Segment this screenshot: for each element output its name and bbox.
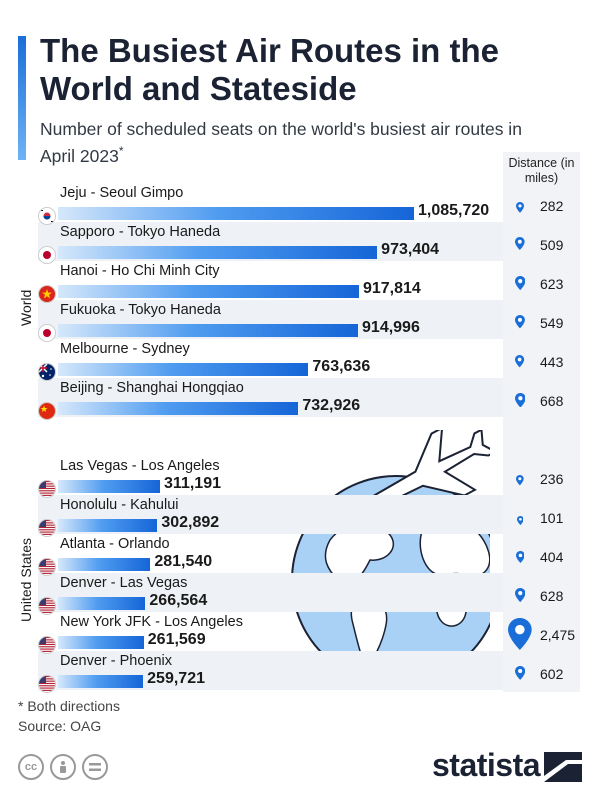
value-label: 763,636 [312, 358, 371, 375]
route-label: Sapporo - Tokyo Haneda [60, 224, 221, 240]
distance-value: 2,475 [540, 627, 576, 643]
distance-value: 236 [540, 471, 564, 487]
value-label: 259,721 [147, 670, 205, 687]
distance-value: 628 [540, 588, 564, 604]
route-label: Beijing - Shanghai Hongqiao [60, 380, 244, 396]
page-title: The Busiest Air Routes in the World and … [40, 32, 500, 107]
chart-row: Hanoi - Ho Chi Minh City 917,814 623 [0, 263, 600, 303]
chart-row: Denver - Las Vegas 266,564 628 [0, 575, 600, 615]
map-pin-icon [514, 666, 526, 685]
distance-value: 602 [540, 666, 564, 682]
map-pin-icon [515, 200, 524, 218]
bar [58, 285, 359, 298]
bar [58, 636, 144, 649]
chart-row: Beijing - Shanghai Hongqiao 732,926 668 [0, 380, 600, 420]
map-pin-icon [515, 315, 525, 333]
route-label: Fukuoka - Tokyo Haneda [60, 302, 221, 318]
japan-flag-icon [38, 324, 56, 342]
value-label: 917,814 [362, 280, 421, 297]
chart-row: Atlanta - Orlando 281,540 404 [0, 536, 600, 576]
route-label: New York JFK - Los Angeles [60, 614, 243, 630]
route-label: Denver - Phoenix [60, 653, 173, 669]
chart-row: Fukuoka - Tokyo Haneda 914,996 549 [0, 302, 600, 342]
page-subtitle: Number of scheduled seats on the world's… [40, 118, 560, 167]
statista-logo-icon [544, 752, 582, 782]
bar [58, 558, 151, 571]
usa-flag-icon [38, 636, 56, 654]
distance-value: 443 [540, 354, 564, 370]
map-pin-icon [508, 618, 532, 655]
chart-row: Honolulu - Kahului 302,892 101 [0, 497, 600, 537]
statista-logo[interactable]: statista [432, 747, 541, 783]
chart-row: Melbourne - Sydney 763,636 443 [0, 341, 600, 381]
route-label: Atlanta - Orlando [60, 536, 170, 552]
value-label: 973,404 [381, 241, 440, 258]
japan-flag-icon [38, 246, 56, 264]
title-accent-bar [18, 36, 26, 160]
distance-value: 101 [540, 510, 564, 526]
vietnam-flag-icon [38, 285, 56, 303]
map-pin-icon [514, 275, 526, 295]
bar [58, 324, 359, 337]
cc-icon[interactable]: cc [18, 754, 44, 780]
map-pin-icon [516, 512, 524, 530]
value-label: 1,085,720 [418, 202, 490, 219]
distance-value: 668 [540, 393, 564, 409]
bar [58, 597, 146, 610]
distance-header: Distance (in miles) [508, 156, 575, 185]
route-label: Honolulu - Kahului [60, 497, 179, 513]
china-flag-icon [38, 402, 56, 420]
subtitle-footnote-mark: * [118, 144, 124, 158]
australia-flag-icon [38, 363, 56, 381]
value-label: 261,569 [147, 631, 206, 648]
bar [58, 402, 299, 415]
route-label: Melbourne - Sydney [60, 341, 190, 357]
license-icons: cc [18, 754, 108, 780]
map-pin-icon [516, 473, 524, 491]
source-text: Source: OAG [18, 718, 102, 734]
bar [58, 246, 378, 259]
bar [58, 675, 144, 688]
usa-flag-icon [38, 519, 56, 537]
no-derivatives-icon[interactable] [82, 754, 108, 780]
route-label: Las Vegas - Los Angeles [60, 458, 220, 474]
distance-value: 623 [540, 276, 564, 292]
map-pin-icon [515, 550, 525, 568]
map-pin-icon [514, 392, 526, 413]
value-label: 281,540 [154, 553, 213, 570]
distance-value: 282 [540, 198, 564, 214]
bar [58, 207, 414, 220]
route-label: Denver - Las Vegas [60, 575, 188, 591]
distance-value: 509 [540, 237, 564, 253]
value-label: 302,892 [161, 514, 220, 531]
usa-flag-icon [38, 597, 56, 615]
map-pin-icon [514, 587, 526, 607]
value-label: 311,191 [164, 475, 221, 492]
chart-row: Denver - Phoenix 259,721 602 [0, 653, 600, 693]
chart-row: Sapporo - Tokyo Haneda 973,404 509 [0, 224, 600, 264]
subtitle-text: Number of scheduled seats on the world's… [40, 119, 522, 166]
value-label: 732,926 [302, 397, 361, 414]
bar [58, 480, 161, 493]
bar [58, 519, 158, 532]
usa-flag-icon [38, 480, 56, 498]
chart-row: New York JFK - Los Angeles 261,569 2,475 [0, 614, 600, 655]
distance-value: 549 [540, 315, 564, 331]
map-pin-icon [515, 355, 525, 373]
chart-row: Jeju - Seoul Gimpo 1,085,720 282 [0, 185, 600, 225]
value-label: 266,564 [149, 592, 208, 609]
footnote-note: * Both directions [18, 698, 120, 714]
footnote: * Both directions Source: OAG [18, 696, 120, 736]
usa-flag-icon [38, 558, 56, 576]
usa-flag-icon [38, 675, 56, 693]
chart-row: Las Vegas - Los Angeles 311,191 236 [0, 458, 600, 498]
bar [58, 363, 309, 376]
route-label: Jeju - Seoul Gimpo [60, 185, 184, 201]
south-korea-flag-icon [38, 207, 56, 225]
map-pin-icon [515, 237, 525, 255]
route-label: Hanoi - Ho Chi Minh City [60, 263, 220, 279]
value-label: 914,996 [362, 319, 420, 336]
distance-value: 404 [540, 549, 564, 565]
attribution-icon[interactable] [50, 754, 76, 780]
